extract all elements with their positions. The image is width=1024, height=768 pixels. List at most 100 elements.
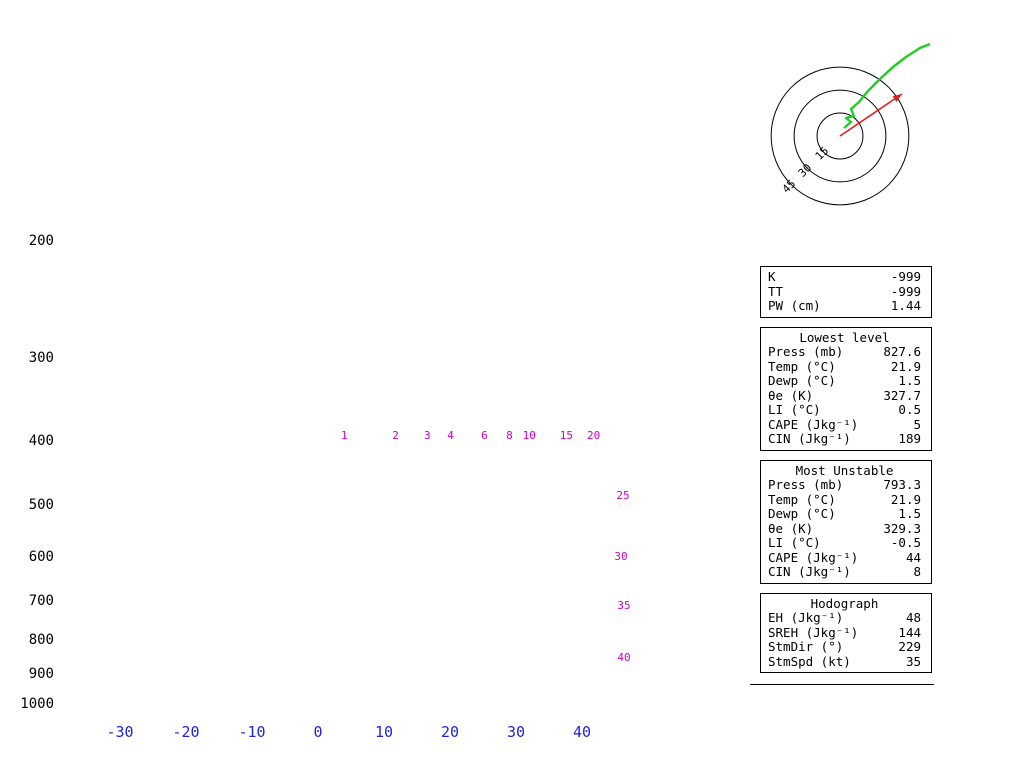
- pressure-tick-label: 900: [28, 665, 54, 682]
- stats-section-header: Most Unstable: [795, 462, 894, 478]
- stat-label: θe (K): [768, 387, 814, 403]
- stat-label: Dewp (°C): [768, 506, 836, 521]
- stat-label: LI (°C): [768, 402, 821, 417]
- mixing-ratio-label: 2: [392, 429, 399, 442]
- stat-label: CAPE (Jkg⁻¹): [768, 549, 859, 565]
- pressure-tick-label: 800: [28, 631, 54, 648]
- pressure-tick-label: 600: [28, 549, 54, 566]
- stat-label: CIN (Jkg⁻¹): [768, 431, 851, 446]
- stat-value: 327.7: [883, 387, 921, 403]
- pressure-tick-label: 500: [28, 496, 54, 513]
- pressure-tick-label: 200: [28, 233, 54, 250]
- stat-row: TT -999: [768, 283, 921, 300]
- stat-label: Press (mb): [768, 344, 844, 359]
- ptype-heading: [750, 684, 934, 690]
- stat-label: CIN (Jkg⁻¹): [768, 564, 851, 579]
- stat-row: PW (cm) 1.44: [768, 298, 921, 314]
- stat-value: 48: [905, 610, 921, 625]
- mixing-ratio-label: 25: [616, 489, 630, 502]
- stat-value: 329.3: [883, 520, 921, 536]
- stat-label: Temp (°C): [768, 358, 836, 374]
- storm-motion-vector: [839, 93, 903, 137]
- stat-row: StmSpd (kt) 35: [768, 653, 921, 670]
- storm-vector-arrowhead: [892, 94, 902, 102]
- temperature-tick-label: 10: [374, 723, 394, 741]
- stat-row: Press (mb) 793.3: [768, 477, 921, 493]
- hodograph-ring: [816, 112, 864, 160]
- mixing-ratio-label: 40: [617, 651, 631, 664]
- stat-value: 1.44: [890, 298, 921, 313]
- stat-label: Dewp (°C): [768, 373, 836, 388]
- mixing-ratio-label: 4: [447, 429, 454, 442]
- stat-label: SREH (Jkg⁻¹): [768, 624, 859, 640]
- stat-value: 189: [898, 431, 921, 446]
- mixing-ratio-label: 35: [617, 599, 631, 612]
- temperature-tick-label: 20: [440, 723, 460, 741]
- stat-label: Press (mb): [768, 477, 844, 492]
- stat-row: CIN (Jkg⁻¹) 8: [768, 564, 921, 580]
- pressure-tick-label: 700: [28, 593, 54, 610]
- stat-value: 5: [913, 416, 921, 432]
- stat-label: Temp (°C): [768, 491, 836, 507]
- stats-panel: K -999 TT -999 PW (cm) 1.44 Lowest level Press …: [760, 266, 932, 682]
- mixing-ratio-label: 6: [481, 429, 488, 442]
- stat-row: EH (Jkg⁻¹) 48: [768, 610, 921, 626]
- stat-label: EH (Jkg⁻¹): [768, 610, 844, 625]
- stat-row: CAPE (Jkg⁻¹) 44: [768, 549, 921, 566]
- stat-value: 0.5: [898, 402, 921, 417]
- stat-value: 44: [905, 549, 921, 565]
- stats-section-header: Hodograph: [810, 595, 879, 611]
- stat-row: LI (°C) -0.5: [768, 535, 921, 551]
- stat-value: 35: [905, 653, 921, 669]
- hodograph-ring: [793, 89, 887, 183]
- stat-value: 827.6: [883, 344, 921, 359]
- stat-value: -999: [890, 283, 921, 299]
- mixing-ratio-label: 3: [423, 429, 431, 442]
- stat-row: CAPE (Jkg⁻¹) 5: [768, 416, 921, 433]
- temperature-tick-label: 30: [506, 723, 526, 741]
- hodograph-ring: [770, 66, 910, 206]
- stat-label: StmDir (°): [768, 639, 844, 654]
- stat-label: CAPE (Jkg⁻¹): [768, 416, 859, 432]
- pressure-tick-label: 1000: [20, 695, 54, 712]
- stat-value: 21.9: [890, 358, 921, 374]
- stat-value: -0.5: [890, 535, 921, 550]
- pressure-tick-label: 400: [28, 432, 54, 449]
- temperature-tick-label: -20: [172, 723, 200, 741]
- mixing-ratio-label: 15: [559, 429, 574, 442]
- stat-row: K -999: [768, 269, 921, 285]
- stat-row: Temp (°C) 21.9: [768, 491, 921, 508]
- stat-row: LI (°C) 0.5: [768, 402, 921, 418]
- stat-label: TT: [768, 283, 784, 299]
- stats-section-header: Lowest level: [799, 329, 890, 345]
- stat-label: StmSpd (kt): [768, 653, 851, 669]
- temperature-tick-label: -10: [238, 723, 266, 741]
- stat-value: 144: [898, 624, 921, 640]
- stat-row: CIN (Jkg⁻¹) 189: [768, 431, 921, 447]
- stat-row: θe (K) 329.3: [768, 520, 921, 537]
- stat-label: θe (K): [768, 520, 814, 536]
- stat-label: PW (cm): [768, 298, 821, 313]
- stat-label: K: [768, 269, 776, 284]
- mixing-ratio-label: 30: [614, 550, 628, 563]
- temperature-tick-label: -30: [106, 723, 134, 741]
- temperature-tick-label: 0: [313, 723, 323, 741]
- stat-label: LI (°C): [768, 535, 821, 550]
- stats-section: K -999 TT -999 PW (cm) 1.44: [760, 266, 932, 318]
- stat-row: Dewp (°C) 1.5: [768, 506, 921, 522]
- stat-row: Press (mb) 827.6: [768, 344, 921, 360]
- mixing-ratio-label: 20: [586, 429, 601, 442]
- stat-row: Temp (°C) 21.9: [768, 358, 921, 375]
- stat-row: SREH (Jkg⁻¹) 144: [768, 624, 921, 641]
- temperature-tick-label: 40: [572, 723, 592, 741]
- stat-value: 229: [898, 639, 921, 654]
- mixing-ratio-label: 1: [341, 429, 348, 442]
- stat-value: -999: [890, 269, 921, 284]
- stat-value: 21.9: [890, 491, 921, 507]
- stats-section: Lowest level Press (mb) 827.6 Temp (°C) 21.9…: [760, 326, 932, 451]
- stat-row: Dewp (°C) 1.5: [768, 373, 921, 389]
- pressure-tick-label: 300: [28, 349, 54, 366]
- stat-row: θe (K) 327.7: [768, 387, 921, 404]
- stat-row: StmDir (°) 229: [768, 639, 921, 655]
